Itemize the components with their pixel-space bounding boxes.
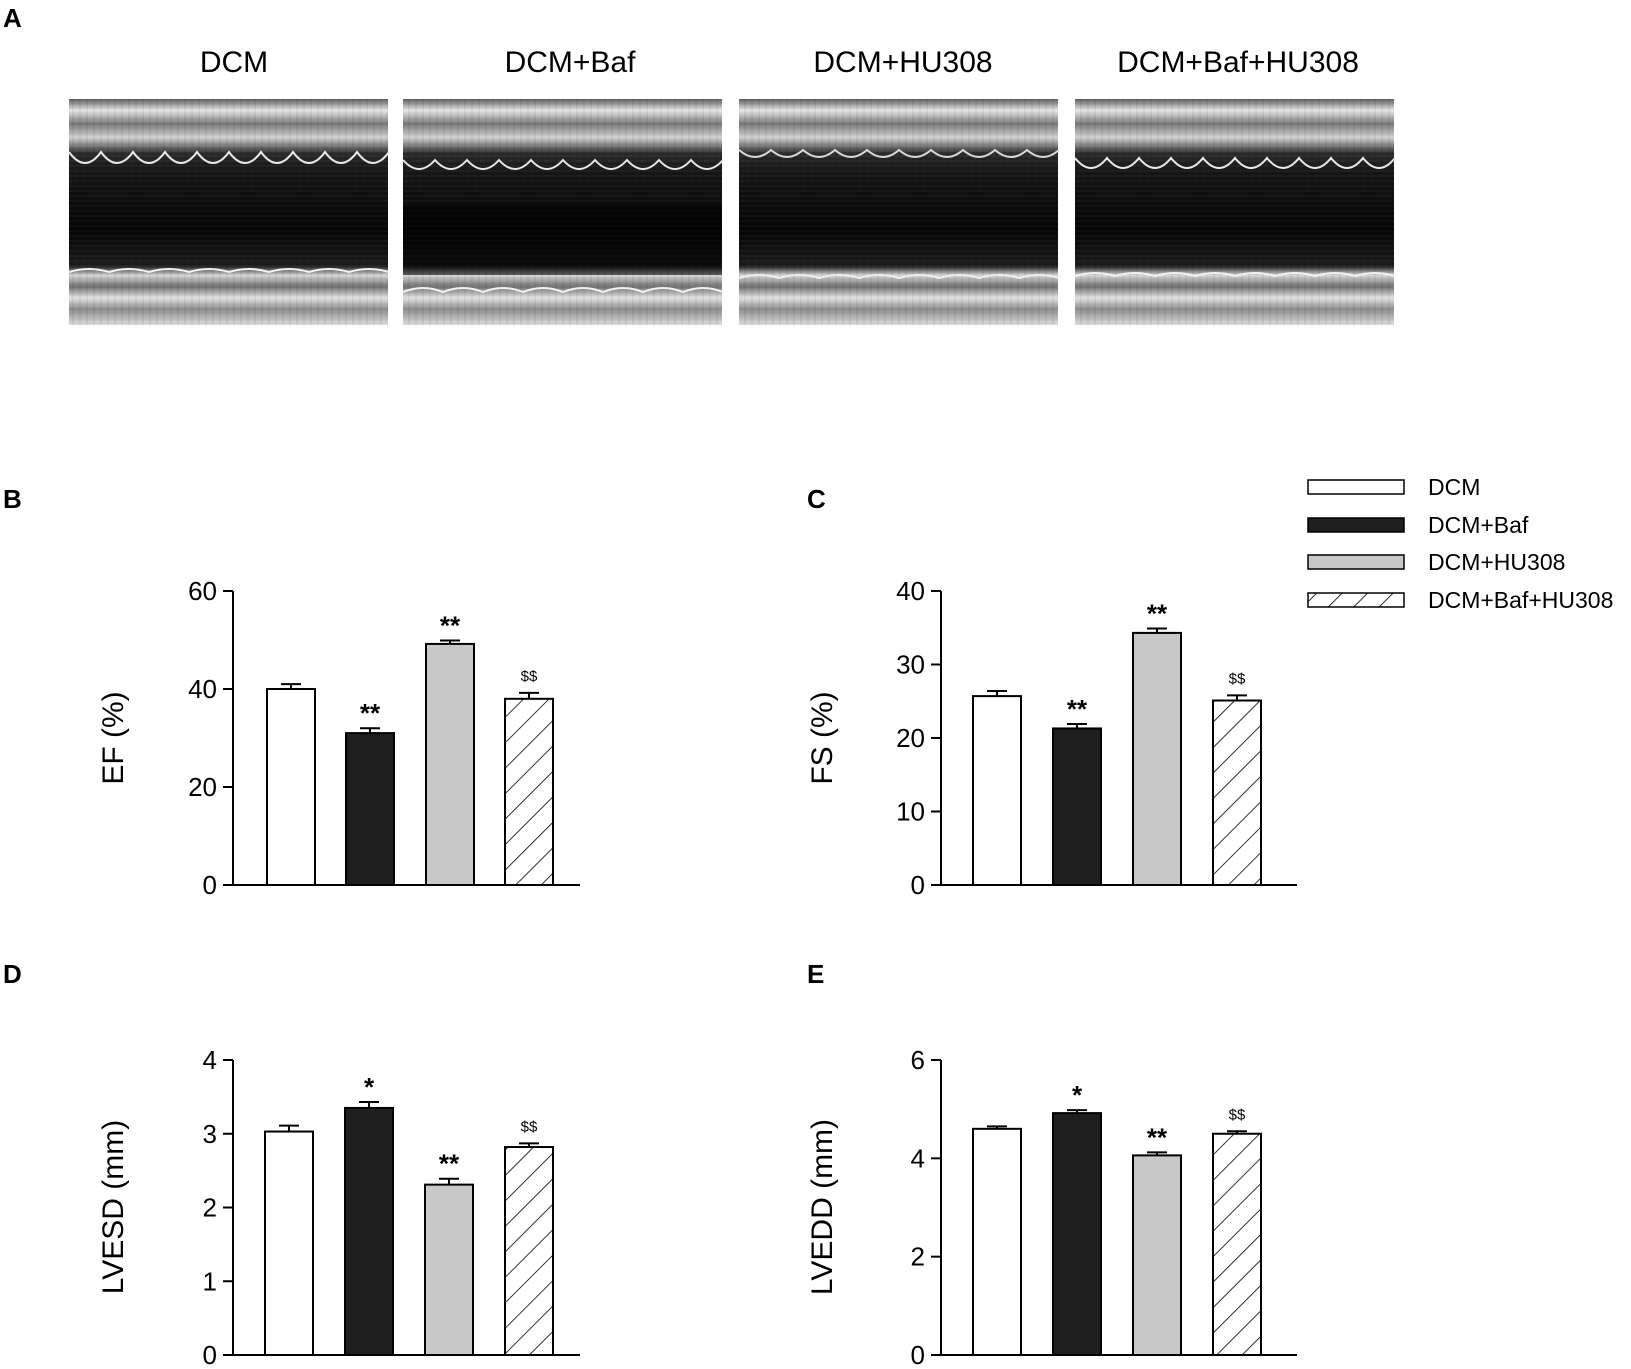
bar-b-dcm-baf bbox=[345, 732, 395, 886]
legend-entry-dcm-hu308: DCM+HU308 bbox=[1307, 549, 1565, 575]
legend-swatch-dcm-hu308 bbox=[1307, 554, 1405, 570]
panel-letter-c: C bbox=[807, 484, 826, 514]
panel-letter-e: E bbox=[807, 959, 824, 989]
chart-fs: 0 10 20 30 40 FS (%) ** ** $$ bbox=[806, 576, 1297, 900]
y-axis-title-d: LVESD (mm) bbox=[97, 1120, 130, 1294]
y-axis-title-b: EF (%) bbox=[97, 691, 130, 784]
bar-b-dcm-baf-hu308 bbox=[504, 697, 554, 886]
y-tick-label-c-2: 20 bbox=[896, 723, 925, 753]
bar-c-dcm-baf-hu308 bbox=[1212, 699, 1262, 887]
legend-label-dcm-baf-hu308: DCM+Baf+HU308 bbox=[1428, 587, 1613, 613]
legend: DCM DCM+Baf DCM+HU308 DCM+Baf+HU308 bbox=[1307, 474, 1613, 613]
bar-e-dcm bbox=[972, 1127, 1022, 1357]
chart-ef: 0 20 40 60 EF (%) ** ** $$ bbox=[97, 576, 580, 900]
y-tick-label-e-1: 2 bbox=[911, 1242, 925, 1272]
echo-title-dcm-baf: DCM+Baf bbox=[505, 46, 637, 79]
echo-image-dcm-baf-hu308 bbox=[1074, 99, 1396, 325]
bar-d-dcm-hu308 bbox=[424, 1183, 474, 1356]
significance-b-dcm-baf-hu308: $$ bbox=[521, 668, 538, 685]
significance-b-dcm-baf: ** bbox=[360, 698, 381, 728]
y-tick-label-e-2: 4 bbox=[911, 1143, 925, 1173]
significance-d-dcm-baf: * bbox=[364, 1072, 375, 1102]
bar-c-dcm-baf bbox=[1052, 727, 1102, 886]
legend-label-dcm-hu308: DCM+HU308 bbox=[1428, 549, 1565, 575]
y-tick-label-d-1: 1 bbox=[203, 1266, 217, 1296]
significance-c-dcm-baf-hu308: $$ bbox=[1229, 670, 1246, 687]
significance-e-dcm-hu308: ** bbox=[1147, 1122, 1168, 1152]
bar-c-dcm-hu308 bbox=[1132, 631, 1182, 887]
y-tick-label-d-0: 0 bbox=[203, 1340, 217, 1369]
legend-swatch-dcm-baf bbox=[1307, 517, 1405, 533]
bar-b-dcm bbox=[266, 688, 316, 886]
echo-image-dcm-hu308 bbox=[738, 99, 1060, 325]
bar-d-dcm-baf-hu308 bbox=[504, 1146, 554, 1357]
y-tick-label-d-2: 2 bbox=[203, 1193, 217, 1223]
significance-b-dcm-hu308: ** bbox=[440, 610, 461, 640]
y-tick-label-b-1: 20 bbox=[188, 772, 217, 802]
significance-d-dcm-hu308: ** bbox=[439, 1149, 460, 1179]
panel-letter-d: D bbox=[3, 959, 22, 989]
bar-c-dcm bbox=[972, 695, 1022, 886]
echo-image-dcm-baf bbox=[402, 99, 724, 325]
legend-label-dcm-baf: DCM+Baf bbox=[1428, 512, 1529, 538]
y-tick-label-b-3: 60 bbox=[188, 576, 217, 606]
significance-c-dcm-hu308: ** bbox=[1147, 598, 1168, 628]
legend-entry-dcm-baf-hu308: DCM+Baf+HU308 bbox=[1307, 587, 1613, 613]
bar-d-dcm-baf bbox=[344, 1106, 394, 1356]
y-tick-label-e-3: 6 bbox=[911, 1045, 925, 1075]
panel-a: A DCM DCM+Baf DCM+HU308 DCM+Baf+HU308 bbox=[3, 3, 1396, 325]
y-tick-label-c-4: 40 bbox=[896, 576, 925, 606]
echo-title-dcm: DCM bbox=[200, 46, 268, 79]
y-tick-label-c-0: 0 bbox=[911, 870, 925, 900]
legend-swatch-dcm bbox=[1307, 479, 1405, 495]
y-tick-label-e-0: 0 bbox=[911, 1340, 925, 1369]
echo-title-dcm-hu308: DCM+HU308 bbox=[813, 46, 992, 79]
significance-c-dcm-baf: ** bbox=[1067, 694, 1088, 724]
bar-e-dcm-hu308 bbox=[1132, 1154, 1182, 1356]
legend-label-dcm: DCM bbox=[1428, 474, 1480, 500]
bar-e-dcm-baf bbox=[1052, 1112, 1102, 1356]
bar-d-dcm bbox=[264, 1130, 314, 1356]
y-tick-label-c-3: 30 bbox=[896, 650, 925, 680]
legend-entry-dcm: DCM bbox=[1307, 474, 1480, 500]
bar-e-dcm-baf-hu308 bbox=[1212, 1132, 1262, 1356]
echo-image-dcm bbox=[68, 99, 390, 325]
echo-title-dcm-baf-hu308: DCM+Baf+HU308 bbox=[1117, 46, 1359, 79]
significance-d-dcm-baf-hu308: $$ bbox=[521, 1118, 538, 1135]
legend-swatch-dcm-baf-hu308 bbox=[1307, 592, 1405, 608]
y-tick-label-c-1: 10 bbox=[896, 797, 925, 827]
y-tick-label-d-4: 4 bbox=[203, 1045, 217, 1075]
y-tick-label-d-3: 3 bbox=[203, 1119, 217, 1149]
y-axis-title-e: LVEDD (mm) bbox=[806, 1119, 839, 1295]
legend-entry-dcm-baf: DCM+Baf bbox=[1307, 512, 1529, 538]
bar-b-dcm-hu308 bbox=[425, 642, 475, 886]
panel-letter-a: A bbox=[3, 3, 22, 33]
significance-e-dcm-baf: * bbox=[1072, 1080, 1083, 1110]
y-axis-title-c: FS (%) bbox=[806, 691, 839, 784]
y-tick-label-b-2: 40 bbox=[188, 674, 217, 704]
significance-e-dcm-baf-hu308: $$ bbox=[1229, 1106, 1246, 1123]
panel-letter-b: B bbox=[3, 484, 22, 514]
y-tick-label-b-0: 0 bbox=[203, 870, 217, 900]
